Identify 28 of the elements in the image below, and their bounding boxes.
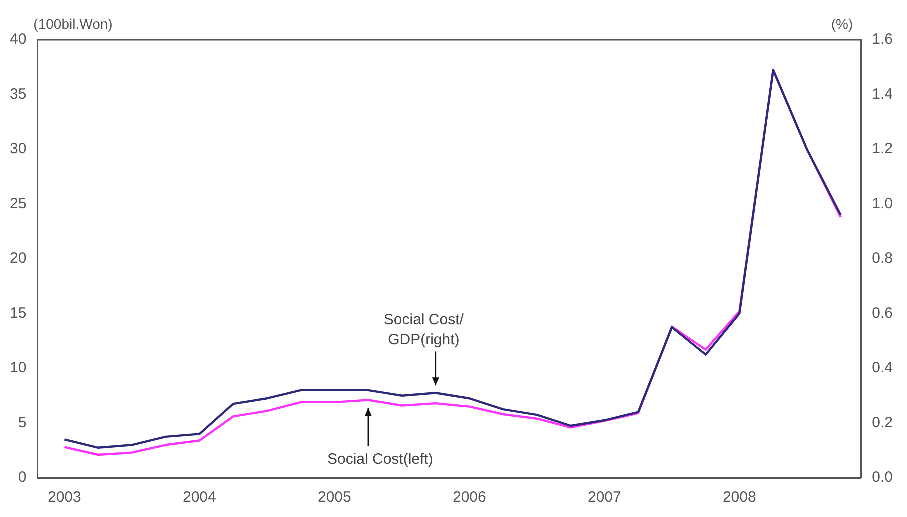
annotation: Social Cost/ GDP(right): [384, 311, 465, 348]
y2-tick-label: 1.4: [872, 86, 894, 103]
y2-tick-label: 1.6: [872, 31, 894, 48]
y2-tick-label: 0.8: [872, 250, 894, 268]
y2-tick-label: 0.2: [872, 414, 894, 432]
y-tick-label: 35: [10, 86, 27, 103]
y-tick-label: 40: [10, 31, 27, 48]
y2-tick-label: 0.4: [872, 360, 894, 377]
y-tick-label: 15: [10, 304, 27, 322]
y2-tick-label: 0.0: [872, 469, 894, 486]
x-tick-label: 2005: [318, 489, 352, 506]
x-tick-label: 2008: [722, 489, 756, 506]
y-tick-label: 10: [10, 360, 27, 377]
y-tick-label: 30: [10, 140, 27, 158]
x-tick-label: 2004: [182, 489, 216, 506]
y-tick-label: 0: [18, 469, 27, 486]
y-axis-title: (100bil.Won): [34, 16, 113, 32]
y2-tick-label: 1.0: [872, 195, 894, 212]
x-tick-label: 2003: [48, 489, 82, 506]
y-tick-label: 25: [10, 195, 27, 212]
y2-axis-title: (%): [831, 16, 854, 32]
x-tick-label: 2006: [452, 489, 486, 506]
y2-tick-label: 0.6: [872, 304, 894, 322]
y-tick-label: 5: [18, 414, 27, 432]
annotation: Social Cost(left): [327, 450, 434, 468]
y2-tick-label: 1.2: [872, 140, 894, 158]
x-tick-label: 2007: [588, 489, 622, 506]
y-tick-label: 20: [10, 250, 27, 268]
